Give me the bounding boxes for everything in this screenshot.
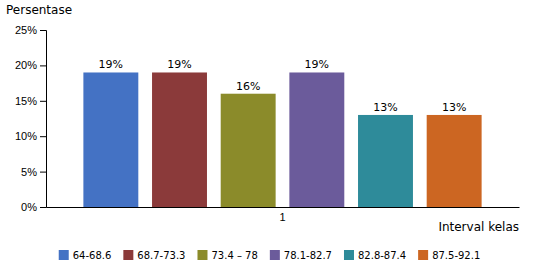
legend-swatch bbox=[59, 250, 69, 260]
legend-label: 68.7-73.3 bbox=[137, 250, 185, 261]
bar bbox=[427, 115, 482, 207]
bar bbox=[152, 72, 207, 207]
bars bbox=[83, 72, 481, 207]
legend-item: 82.8-87.4 bbox=[344, 250, 406, 261]
legend-swatch bbox=[418, 250, 428, 260]
legend-item: 68.7-73.3 bbox=[123, 250, 185, 261]
y-tick: 10% bbox=[15, 130, 46, 142]
legend-item: 87.5-92.1 bbox=[418, 250, 480, 261]
legend-label: 64-68.6 bbox=[73, 250, 112, 261]
data-label: 19% bbox=[167, 58, 191, 71]
bar bbox=[221, 94, 276, 207]
legend-swatch bbox=[270, 250, 280, 260]
y-tick-mark bbox=[40, 101, 46, 102]
y-tick-mark bbox=[40, 30, 46, 31]
bar bbox=[83, 72, 138, 207]
y-tick-mark bbox=[40, 172, 46, 173]
data-label: 13% bbox=[442, 101, 466, 114]
plot: 0% 5% 10% 15% 20% 25% 1 19% 19% 16% 19% 13% 13% bbox=[15, 24, 520, 223]
bar bbox=[358, 115, 413, 207]
y-tick: 0% bbox=[21, 201, 46, 213]
data-label: 19% bbox=[99, 58, 123, 71]
y-tick-mark bbox=[40, 207, 46, 208]
legend-label: 82.8-87.4 bbox=[358, 250, 406, 261]
legend-item: 78.1-82.7 bbox=[270, 250, 332, 261]
x-tick-label: 1 bbox=[279, 211, 285, 223]
legend-item: 64-68.6 bbox=[59, 250, 112, 261]
y-tick: 15% bbox=[15, 95, 46, 107]
chart: 0% 5% 10% 15% 20% 25% 1 19% 19% 16% 19% 13% 13% Perse… bbox=[0, 0, 539, 271]
y-tick-label: 20% bbox=[15, 59, 37, 71]
y-axis-line bbox=[40, 31, 47, 208]
data-label: 16% bbox=[236, 80, 260, 93]
y-axis-title: Persentase bbox=[6, 3, 72, 17]
y-tick-label: 10% bbox=[15, 130, 37, 142]
bar bbox=[289, 72, 344, 207]
legend-label: 87.5-92.1 bbox=[432, 250, 480, 261]
y-tick-label: 15% bbox=[15, 95, 37, 107]
legend-swatch bbox=[344, 250, 354, 260]
y-tick-label: 0% bbox=[21, 201, 37, 213]
y-tick-mark bbox=[40, 65, 46, 66]
legend: 64-68.6 68.7-73.3 73.4 – 78 78.1-82.7 82.8-8… bbox=[59, 250, 481, 261]
y-axis: 0% 5% 10% 15% 20% 25% bbox=[15, 24, 47, 213]
x-axis-line bbox=[47, 207, 520, 208]
x-tick: 1 bbox=[279, 207, 285, 223]
y-tick: 5% bbox=[21, 166, 46, 178]
legend-swatch bbox=[197, 250, 207, 260]
legend-label: 73.4 – 78 bbox=[211, 250, 257, 261]
y-tick-label: 5% bbox=[21, 166, 37, 178]
y-tick-mark bbox=[40, 136, 46, 137]
data-label: 19% bbox=[305, 58, 329, 71]
x-axis-title: Interval kelas bbox=[438, 220, 519, 234]
data-labels: 19% 19% 16% 19% 13% 13% bbox=[99, 58, 467, 113]
data-label: 13% bbox=[373, 101, 397, 114]
y-tick: 20% bbox=[15, 59, 46, 71]
legend-item: 73.4 – 78 bbox=[197, 250, 257, 261]
legend-swatch bbox=[123, 250, 133, 260]
y-tick-label: 25% bbox=[15, 24, 37, 36]
y-tick: 25% bbox=[15, 24, 46, 36]
legend-label: 78.1-82.7 bbox=[284, 250, 332, 261]
